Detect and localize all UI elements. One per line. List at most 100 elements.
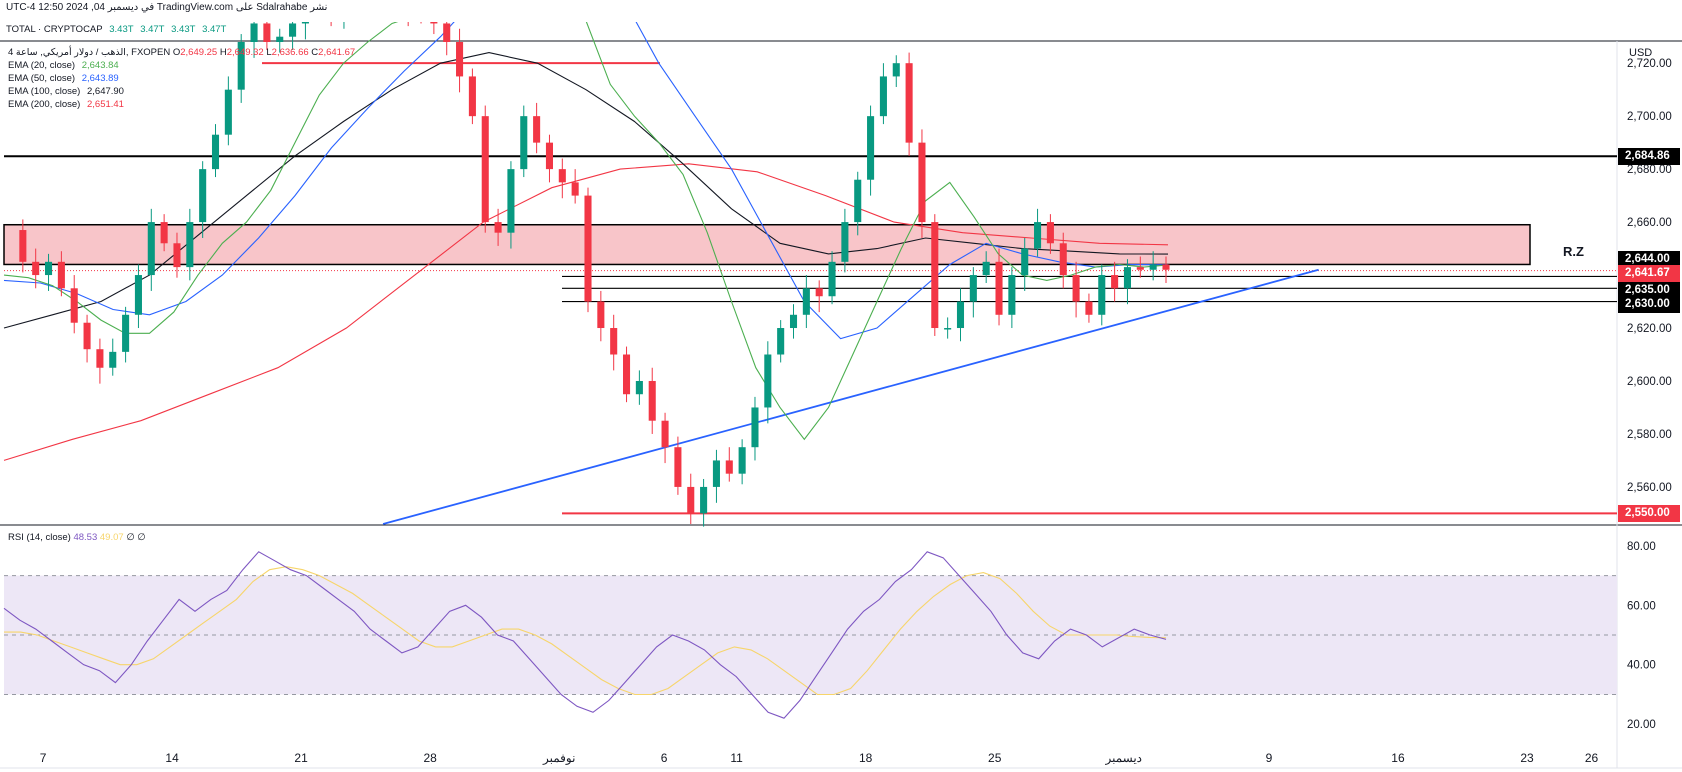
candle-body [122,314,130,352]
ema20-legend[interactable]: EMA (20, close) 2,643.84 [8,60,119,71]
candle-body [764,354,772,408]
candle-body [468,76,476,117]
ema20-label: EMA (20, close) [8,60,76,71]
time-axis-label: 28 [423,751,437,765]
candle-body [956,301,965,329]
rsi-legend[interactable]: RSI (14, close) 48.53 49.07 ∅ ∅ [8,532,146,543]
ohlc-high: 2,649.32 [226,47,264,58]
candle-body [571,182,579,196]
ema200-legend[interactable]: EMA (200, close) 2,651.41 [8,99,124,110]
candle-body [211,134,220,170]
candle-body [507,169,515,233]
price-axis-label: 2,550.00 [1618,504,1680,522]
time-axis-label: 7 [40,751,47,765]
candle-body [1098,275,1106,315]
rsi-value: 48.53 [73,532,98,543]
candle-body [134,275,142,315]
candle-body [545,142,553,170]
time-axis-label: 6 [661,751,668,765]
candle-body [443,23,451,42]
ema100-legend[interactable]: EMA (100, close) 2,647.90 [8,86,124,97]
candle-body [289,23,297,37]
candle-body [815,288,823,297]
price-axis-tick: 2,700.00 [1627,111,1672,123]
time-axis-label: 23 [1520,751,1534,765]
price-axis-label: 2,635.00 [1618,281,1680,299]
candle-body [276,36,284,42]
candle-body [70,288,78,323]
time-axis-label: نوفمبر [542,751,575,765]
candle-body [789,314,798,329]
time-axis-label: 9 [1266,751,1273,765]
ema100-label: EMA (100, close) [8,86,81,97]
candle-body [867,116,875,180]
ascending-trendline [382,268,1319,525]
price-axis-tick: 2,560.00 [1627,482,1672,494]
symbol-value-3: 3.43T [171,24,196,35]
price-axis-tick: 2,660.00 [1627,217,1672,229]
candle-body [674,447,682,487]
candle-body [45,261,53,276]
candle-body [173,243,181,268]
candle-body [879,76,887,117]
candle-body [648,380,656,421]
candle-body [623,354,631,395]
candle-body [944,328,952,330]
candle-body [700,486,708,514]
currency-label[interactable]: USD [1629,47,1653,59]
rsi-ma-line [4,566,1167,696]
resistance-zone [3,223,1531,266]
candle-body [250,23,258,42]
ema50-legend[interactable]: EMA (50, close) 2,643.89 [8,73,119,84]
symbol-value-4: 3.47T [202,24,227,35]
price-axis-tick: 2,680.00 [1627,164,1672,176]
candle-body [905,63,913,143]
candle-body [1123,267,1131,289]
time-axis-label: ديسمبر [1104,751,1142,765]
rsi-extra-2: ∅ [137,532,146,543]
candle-body [687,486,695,514]
candle-body [160,222,168,244]
candle-body [725,460,733,474]
ema100-value: 2,647.90 [86,86,124,97]
candle-body [533,116,541,143]
candle-body [1162,264,1170,270]
resistance-zone-label: R.Z [1563,244,1584,259]
candle-body [738,447,746,474]
candle-body [1072,275,1080,302]
candle-body [777,328,785,355]
chart-title: الذهب / دولار أمريكي, ساعة 4, FXOPEN [8,47,171,58]
candle-body [1046,222,1054,244]
candle-body [558,169,566,183]
candle-body [57,261,65,289]
candle-body [147,222,155,276]
symbol-name: TOTAL · CRYPTOCAP [6,24,103,35]
candle-body [995,261,1003,315]
candle-body [1008,275,1016,315]
ema50-value: 2,643.89 [81,73,119,84]
time-axis-label: 21 [294,751,308,765]
candle-body [802,288,810,315]
time-axis-label: 11 [730,751,743,765]
symbol-value-1: 3.43T [109,24,134,35]
candle-body [32,261,40,276]
candle-body [224,89,232,135]
rsi-axis-tick: 60.00 [1627,600,1656,612]
candle-body [19,230,27,262]
ohlc-open: 2,649.25 [180,47,218,58]
price-axis-tick: 2,720.00 [1627,58,1672,70]
candle-body [841,222,849,262]
time-axis-label: 25 [988,751,1002,765]
candle-body [520,116,528,170]
candle-body [1149,264,1157,270]
ema50-line [3,0,1169,340]
candle-body [597,301,605,329]
candle-body [610,328,618,355]
rsi-axis-tick: 40.00 [1627,660,1656,672]
candle-body [712,460,720,487]
candle-body [1136,267,1144,270]
candle-body [969,275,977,302]
price-axis-tick: 2,620.00 [1627,323,1672,335]
time-axis-label: 26 [1585,751,1599,765]
